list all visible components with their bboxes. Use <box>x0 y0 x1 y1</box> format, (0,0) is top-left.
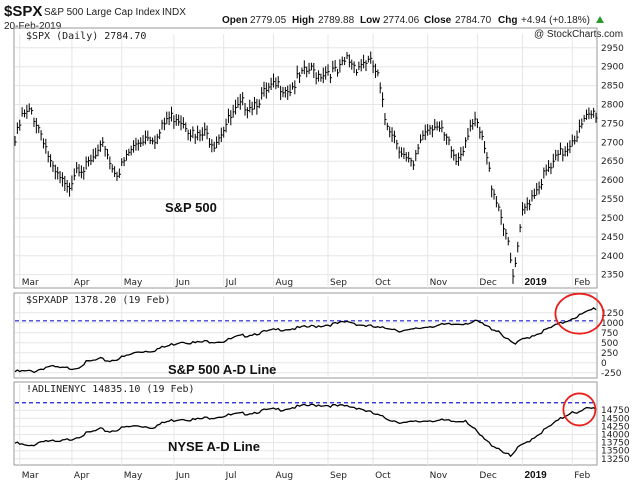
open-value: 2779.05 <box>250 15 287 26</box>
nyse-ad-annotation: NYSE A-D Line <box>168 439 260 454</box>
y-tick-label: 2350 <box>601 271 624 281</box>
y-tick-label: 0 <box>601 359 607 369</box>
y-tick-label: 13500 <box>601 447 630 457</box>
price-legend: $SPX (Daily) 2784.70 <box>26 31 146 42</box>
close-label: Close <box>424 15 452 26</box>
close-value: 2784.70 <box>455 15 492 26</box>
spx-ad-legend: $SPXADP 1378.20 (19 Feb) <box>26 295 171 306</box>
month-label: Oct <box>375 278 391 288</box>
chg-label: Chg <box>498 15 517 26</box>
month-label: Sep <box>330 278 347 288</box>
y-tick-label: 2800 <box>601 101 624 111</box>
y-tick-label: 2550 <box>601 195 624 205</box>
price-panel: 2350 2400 2450 2500 2550 2600 2650 2700 2750 2800… <box>14 34 624 288</box>
month-label: Nov <box>430 471 448 481</box>
month-label: Jun <box>175 278 190 288</box>
month-label: Jul <box>225 471 237 481</box>
high-value: 2789.88 <box>318 15 355 26</box>
chart-date: 20-Feb-2019 <box>4 21 62 32</box>
symbol: $SPX <box>4 3 42 20</box>
month-label: Apr <box>74 278 90 288</box>
series-line <box>14 403 597 458</box>
y-tick-label: 750 <box>601 329 618 339</box>
month-label: Mar <box>22 278 39 288</box>
y-tick-label: -250 <box>601 369 622 379</box>
up-arrow-icon <box>596 16 604 23</box>
y-tick-label: 250 <box>601 349 618 359</box>
price-panel-frame <box>13 27 598 289</box>
y-tick-label: 14250 <box>601 422 630 432</box>
y-tick-label: 2950 <box>601 44 624 54</box>
month-label: 2019 <box>524 470 547 481</box>
month-label: Dec <box>479 278 496 288</box>
y-tick-label: 2650 <box>601 157 624 167</box>
y-tick-label: 13250 <box>601 455 630 465</box>
y-tick-label: 2450 <box>601 233 624 243</box>
price-annotation: S&P 500 <box>165 200 217 215</box>
y-tick-label: 2400 <box>601 252 624 262</box>
index-name: S&P 500 Large Cap Index <box>44 7 160 18</box>
chg-value: +4.94 (+0.18%) <box>521 15 590 26</box>
y-tick-label: 14750 <box>601 406 630 416</box>
y-tick-label: 2750 <box>601 119 624 129</box>
y-tick-label: 2900 <box>601 63 624 73</box>
open-label: Open <box>222 15 248 26</box>
y-tick-label: 14500 <box>601 414 630 424</box>
spx-ad-annotation: S&P 500 A-D Line <box>168 362 276 377</box>
month-label: Aug <box>275 278 293 288</box>
y-tick-label: 2850 <box>601 82 624 92</box>
y-tick-label: 500 <box>601 339 618 349</box>
series-line <box>14 307 597 374</box>
month-label: Jul <box>225 278 237 288</box>
y-tick-label: 2500 <box>601 214 624 224</box>
y-tick-label: 2700 <box>601 138 624 148</box>
high-label: High <box>292 15 314 26</box>
nyse-ad-legend: !ADLINENYC 14835.10 (19 Feb) <box>26 384 195 395</box>
low-label: Low <box>360 15 380 26</box>
month-label: May <box>124 471 143 481</box>
watermark: @ StockCharts.com <box>534 29 623 40</box>
spx-ad-panel-frame <box>13 292 598 379</box>
exchange: INDX <box>162 7 186 18</box>
highlight-circle <box>554 292 605 335</box>
month-label: Jun <box>175 471 190 481</box>
y-tick-label: 2600 <box>601 176 624 186</box>
month-label: Mar <box>22 471 39 481</box>
x-axis-months: Mar Apr May Jun Jul Aug Sep Oct Nov Dec 2019 Feb Mar… <box>22 277 591 481</box>
highlight-circle <box>562 392 597 427</box>
month-label: Dec <box>479 471 496 481</box>
y-tick-label: 1000 <box>601 319 624 329</box>
month-label: May <box>124 278 143 288</box>
low-value: 2774.06 <box>383 15 420 26</box>
month-label: Feb <box>574 471 590 481</box>
month-label: Apr <box>74 471 90 481</box>
month-label: 2019 <box>524 277 547 288</box>
month-label: Nov <box>430 278 448 288</box>
month-label: Oct <box>375 471 391 481</box>
month-label: Sep <box>330 471 347 481</box>
nyse-ad-panel-frame <box>13 381 598 466</box>
month-label: Aug <box>275 471 293 481</box>
y-tick-label: 1250 <box>601 309 624 319</box>
y-tick-label: 14000 <box>601 430 630 440</box>
y-tick-label: 13750 <box>601 439 630 449</box>
month-label: Feb <box>574 278 590 288</box>
